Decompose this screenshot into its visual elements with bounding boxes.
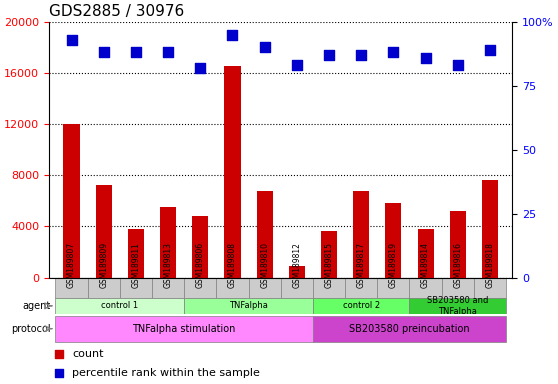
Text: GSM189817: GSM189817 xyxy=(357,242,365,288)
FancyBboxPatch shape xyxy=(345,278,377,298)
Text: protocol: protocol xyxy=(11,324,51,334)
Text: GSM189816: GSM189816 xyxy=(453,242,462,288)
Text: control 1: control 1 xyxy=(101,301,138,310)
Text: agent: agent xyxy=(22,301,51,311)
Text: GSM189810: GSM189810 xyxy=(260,242,269,288)
Text: control 2: control 2 xyxy=(343,301,380,310)
Bar xyxy=(128,229,144,278)
Text: TNFalpha stimulation: TNFalpha stimulation xyxy=(132,324,236,334)
Bar xyxy=(160,207,176,278)
FancyBboxPatch shape xyxy=(55,298,184,314)
Text: GDS2885 / 30976: GDS2885 / 30976 xyxy=(49,4,184,19)
Text: GSM189808: GSM189808 xyxy=(228,242,237,288)
Bar xyxy=(417,229,434,278)
Bar xyxy=(224,66,240,278)
Point xyxy=(389,50,398,56)
Point xyxy=(55,369,64,376)
FancyBboxPatch shape xyxy=(55,278,88,298)
Point xyxy=(453,62,462,68)
Text: GSM189809: GSM189809 xyxy=(99,242,108,288)
Text: GSM189813: GSM189813 xyxy=(163,242,172,288)
Point xyxy=(55,351,64,358)
Bar xyxy=(64,124,80,278)
Bar xyxy=(95,185,112,278)
Bar xyxy=(353,190,369,278)
Text: GSM189812: GSM189812 xyxy=(292,242,301,288)
Point xyxy=(260,44,269,50)
Bar xyxy=(450,211,466,278)
FancyBboxPatch shape xyxy=(184,298,313,314)
FancyBboxPatch shape xyxy=(377,278,410,298)
FancyBboxPatch shape xyxy=(184,278,217,298)
Text: GSM189818: GSM189818 xyxy=(485,242,494,288)
FancyBboxPatch shape xyxy=(442,278,474,298)
FancyBboxPatch shape xyxy=(281,278,313,298)
Text: GSM189811: GSM189811 xyxy=(132,242,141,288)
Text: GSM189806: GSM189806 xyxy=(196,242,205,288)
FancyBboxPatch shape xyxy=(152,278,184,298)
Text: SB203580 preincubation: SB203580 preincubation xyxy=(349,324,470,334)
FancyBboxPatch shape xyxy=(88,278,120,298)
FancyBboxPatch shape xyxy=(217,278,248,298)
Point xyxy=(421,55,430,61)
Point xyxy=(132,50,141,56)
Text: SB203580 and
TNFalpha: SB203580 and TNFalpha xyxy=(427,296,488,316)
Bar xyxy=(193,216,208,278)
Bar xyxy=(482,180,498,278)
Text: count: count xyxy=(72,349,104,359)
Point xyxy=(325,52,334,58)
Point xyxy=(196,65,205,71)
FancyBboxPatch shape xyxy=(55,316,313,342)
FancyBboxPatch shape xyxy=(120,278,152,298)
Bar xyxy=(386,204,401,278)
Bar xyxy=(321,232,337,278)
Bar xyxy=(257,190,273,278)
Point xyxy=(67,36,76,43)
FancyBboxPatch shape xyxy=(474,278,506,298)
Point xyxy=(292,62,301,68)
Text: GSM189819: GSM189819 xyxy=(389,242,398,288)
Point xyxy=(485,47,494,53)
Point xyxy=(357,52,365,58)
FancyBboxPatch shape xyxy=(313,278,345,298)
Point xyxy=(99,50,108,56)
Point xyxy=(228,31,237,38)
FancyBboxPatch shape xyxy=(410,278,442,298)
FancyBboxPatch shape xyxy=(410,298,506,314)
FancyBboxPatch shape xyxy=(248,278,281,298)
Text: TNFalpha: TNFalpha xyxy=(229,301,268,310)
Text: GSM189815: GSM189815 xyxy=(325,242,334,288)
Text: GSM189814: GSM189814 xyxy=(421,242,430,288)
Text: percentile rank within the sample: percentile rank within the sample xyxy=(72,367,260,377)
FancyBboxPatch shape xyxy=(313,316,506,342)
Bar xyxy=(289,266,305,278)
FancyBboxPatch shape xyxy=(313,298,410,314)
Point xyxy=(163,50,172,56)
Text: GSM189807: GSM189807 xyxy=(67,242,76,288)
